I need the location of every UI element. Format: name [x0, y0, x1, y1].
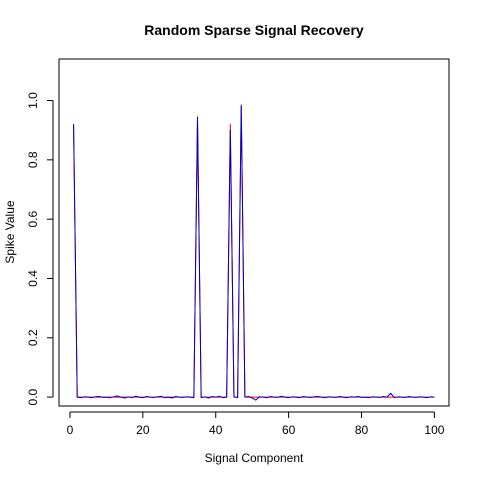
x-axis-label: Signal Component: [205, 451, 304, 465]
chart-title: Random Sparse Signal Recovery: [144, 22, 364, 38]
x-tick-label: 100: [424, 423, 444, 437]
x-tick-label: 80: [355, 423, 369, 437]
x-tick-label: 0: [67, 423, 74, 437]
y-axis-label: Spike Value: [3, 200, 17, 263]
plot-frame: [58, 58, 450, 407]
series-line-1: [73, 105, 435, 398]
y-axis: 0.0 0.2 0.4 0.6 0.8 1.0: [26, 92, 54, 405]
series-group: [73, 104, 435, 401]
series-line-2: [73, 104, 435, 401]
y-tick-label: 0.0: [26, 388, 40, 405]
y-tick-label: 0.6: [26, 210, 40, 227]
y-tick-label: 0.8: [26, 151, 40, 168]
x-tick-label: 20: [136, 423, 150, 437]
x-axis: 0 20 40 60 80 100: [67, 411, 445, 437]
y-tick-label: 1.0: [26, 92, 40, 109]
y-tick-label: 0.2: [26, 329, 40, 346]
x-tick-label: 60: [282, 423, 296, 437]
y-tick-label: 0.4: [26, 270, 40, 287]
x-tick-label: 40: [209, 423, 223, 437]
